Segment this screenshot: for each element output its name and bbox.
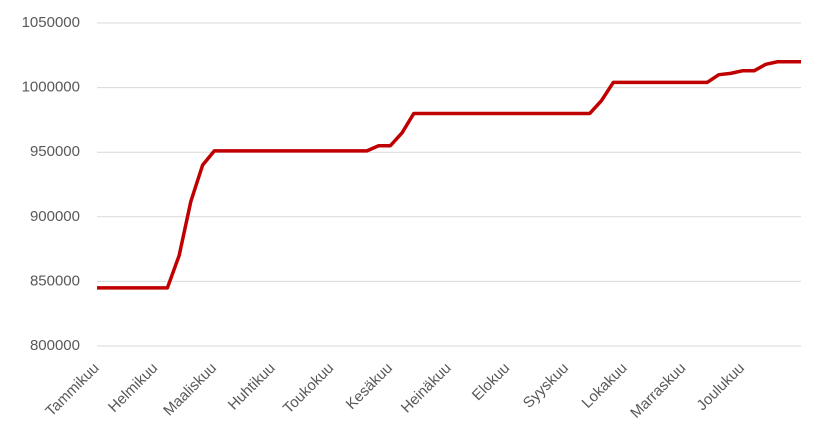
- y-tick-label: 950000: [30, 143, 80, 160]
- y-tick-label: 900000: [30, 208, 80, 225]
- x-tick-label: Joulukuu: [693, 360, 747, 414]
- data-line: [97, 60, 801, 290]
- x-tick-label: Kesäkuu: [343, 360, 396, 413]
- x-tick-label: Huhtikuu: [225, 360, 279, 414]
- x-tick-label: Marraskuu: [627, 360, 689, 422]
- x-tick-label: Heinäkuu: [398, 360, 455, 417]
- y-tick-label: 1050000: [22, 14, 80, 31]
- x-tick-label: Toukokuu: [280, 360, 337, 417]
- x-tick-label: Tammikuu: [42, 360, 102, 420]
- y-tick-label: 1000000: [22, 79, 80, 96]
- y-tick-label: 850000: [30, 272, 80, 289]
- x-tick-label: Maaliskuu: [160, 360, 220, 420]
- x-tick-label: Syyskuu: [520, 360, 572, 412]
- y-tick-label: 800000: [30, 337, 80, 354]
- x-tick-label: Helmikuu: [105, 360, 161, 416]
- x-tick-label: Elokuu: [469, 360, 513, 404]
- x-tick-label: Lokakuu: [579, 360, 631, 412]
